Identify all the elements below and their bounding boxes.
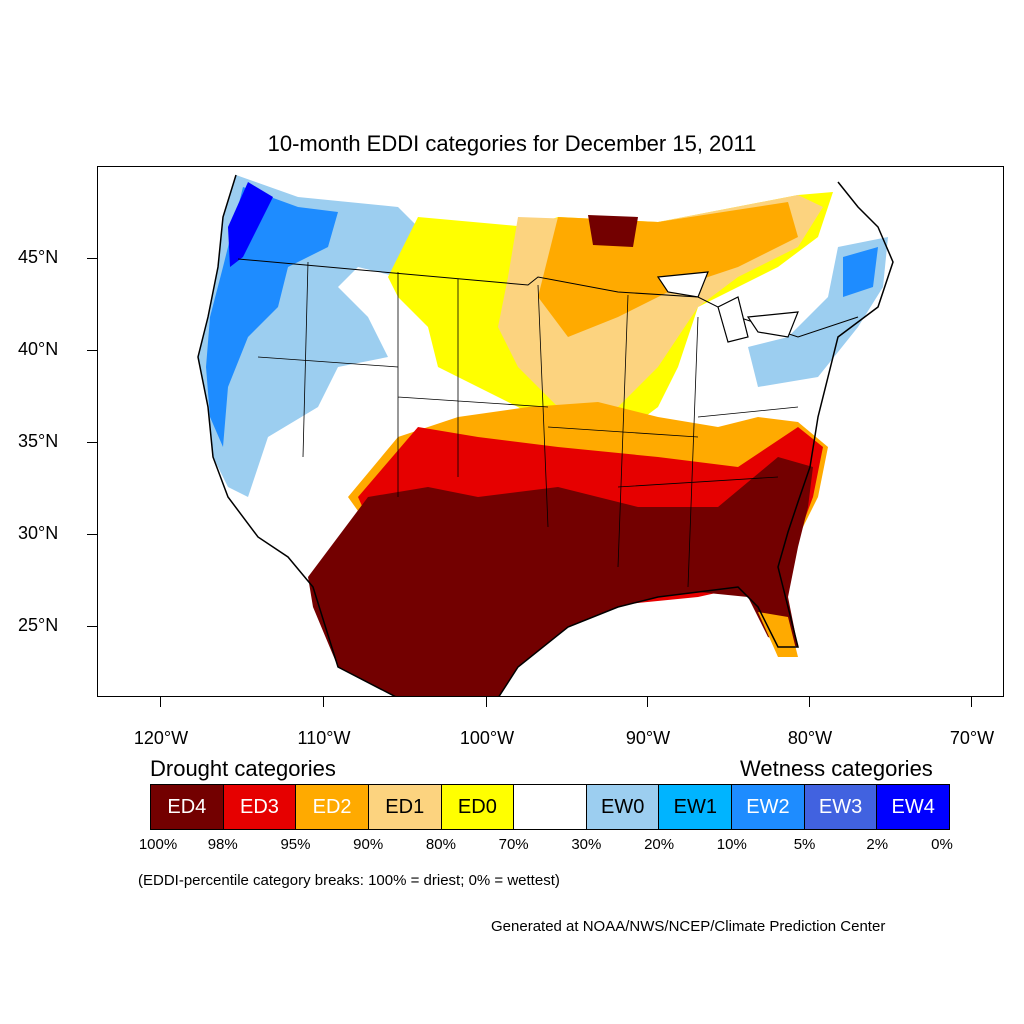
percentile-break: 100% (138, 836, 178, 853)
lon-label-120: 120°W (133, 728, 189, 748)
wet-west-ew2 (228, 182, 273, 267)
lon-tick (971, 697, 972, 707)
lon-label-110: 110°W (297, 728, 351, 748)
lat-label-25: 25°N (18, 615, 59, 635)
drought-heading: Drought categories (150, 756, 336, 781)
lon-label-70: 70°W (949, 728, 995, 748)
lat-label-45: 45°N (18, 247, 59, 267)
lat-tick (87, 258, 97, 259)
lon-tick (809, 697, 810, 707)
lat-tick (87, 626, 97, 627)
lat-tick (87, 534, 97, 535)
lon-tick (160, 697, 161, 707)
legend-box-ed3: ED3 (223, 785, 297, 829)
legend-box-ew4: EW4 (877, 785, 950, 829)
percentile-break: 0% (931, 836, 953, 853)
state-lines (257, 261, 799, 588)
percentile-break: 90% (353, 836, 384, 853)
legend-box-ew0: EW0 (586, 785, 660, 829)
legend-box-ew2: EW2 (732, 785, 805, 829)
percentile-break: 2% (866, 836, 889, 853)
lat-label-35: 35°N (18, 431, 59, 451)
legend-box-ew1: EW1 (659, 785, 733, 829)
legend-box-ed2: ED2 (296, 785, 369, 829)
category-note: (EDDI-percentile category breaks: 100% =… (138, 872, 560, 889)
great-lakes (656, 271, 799, 343)
lon-tick (323, 697, 324, 707)
florida-ed2 (758, 612, 798, 657)
percentile-break: 70% (498, 836, 529, 853)
percentile-break: 98% (207, 836, 238, 853)
percentile-break: 30% (571, 836, 602, 853)
lat-label-30: 30°N (18, 523, 59, 543)
map-title: 10-month EDDI categories for December 15… (267, 131, 757, 156)
lon-label-100: 100°W (459, 728, 515, 748)
legend-box-ed4: ED4 (151, 785, 224, 829)
legend-box-neutral (514, 785, 587, 829)
percentile-break: 20% (644, 836, 675, 853)
lon-label-90: 90°W (625, 728, 671, 748)
eddi-map-canvas (197, 174, 894, 696)
wet-ne-ew1 (843, 247, 878, 297)
percentile-break: 80% (425, 836, 456, 853)
eddi-map (97, 166, 1004, 697)
credit-line: Generated at NOAA/NWS/NCEP/Climate Predi… (491, 918, 886, 935)
lon-tick (486, 697, 487, 707)
drought-south-ed4 (308, 457, 813, 696)
lon-tick (647, 697, 648, 707)
percentile-break: 5% (793, 836, 816, 853)
legend-box-ew3: EW3 (804, 785, 878, 829)
percentile-break: 95% (280, 836, 311, 853)
lon-label-80: 80°W (787, 728, 833, 748)
wetness-heading: Wetness categories (740, 756, 933, 781)
legend-box-ed1: ED1 (368, 785, 442, 829)
category-legend: ED4 ED3 ED2 ED1 ED0 EW0 EW1 EW2 EW3 EW4 (150, 784, 950, 830)
legend-box-ed0: ED0 (441, 785, 515, 829)
lat-tick (87, 442, 97, 443)
percentile-break: 10% (716, 836, 747, 853)
lat-label-40: 40°N (18, 339, 59, 359)
lat-tick (87, 350, 97, 351)
dry-north-ed4 (588, 215, 638, 247)
coastline (197, 174, 894, 696)
